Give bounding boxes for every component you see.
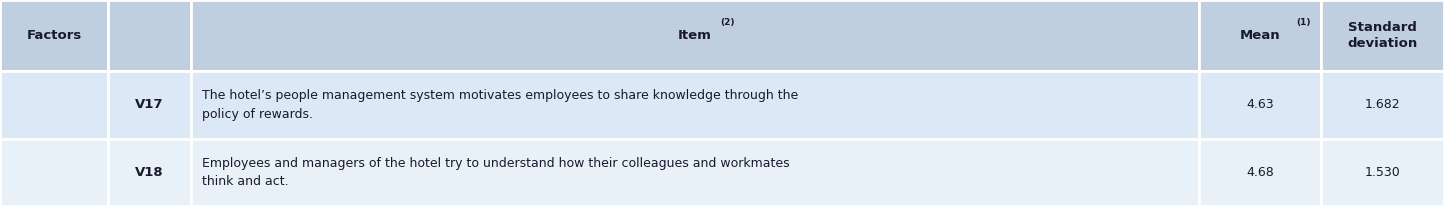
Text: 4.68: 4.68: [1246, 166, 1274, 179]
Bar: [1199, 138, 1321, 206]
Bar: [108, 138, 191, 206]
Text: (1): (1): [1297, 18, 1311, 27]
Text: Factors: Factors: [26, 29, 82, 42]
Text: V18: V18: [136, 166, 163, 179]
Bar: [1321, 0, 1444, 71]
Bar: [108, 0, 191, 71]
Text: Standard
deviation: Standard deviation: [1347, 21, 1418, 50]
Text: 4.63: 4.63: [1246, 98, 1274, 111]
Text: Employees and managers of the hotel try to understand how their colleagues and w: Employees and managers of the hotel try …: [202, 157, 790, 188]
Bar: [0, 138, 108, 206]
Text: 1.682: 1.682: [1365, 98, 1401, 111]
Text: Mean: Mean: [1239, 29, 1281, 42]
Bar: [191, 0, 1199, 71]
Bar: [1321, 138, 1444, 206]
Bar: [191, 138, 1199, 206]
Text: 1.530: 1.530: [1365, 166, 1401, 179]
Bar: [191, 71, 1199, 138]
Bar: [1199, 71, 1321, 138]
Text: (2): (2): [721, 18, 735, 27]
Text: Item: Item: [677, 29, 712, 42]
Text: The hotel’s people management system motivates employees to share knowledge thro: The hotel’s people management system mot…: [202, 89, 799, 121]
Bar: [0, 71, 108, 138]
Bar: [0, 0, 108, 71]
Bar: [108, 71, 191, 138]
Bar: [1199, 0, 1321, 71]
Text: V17: V17: [136, 98, 163, 111]
Bar: [1321, 71, 1444, 138]
